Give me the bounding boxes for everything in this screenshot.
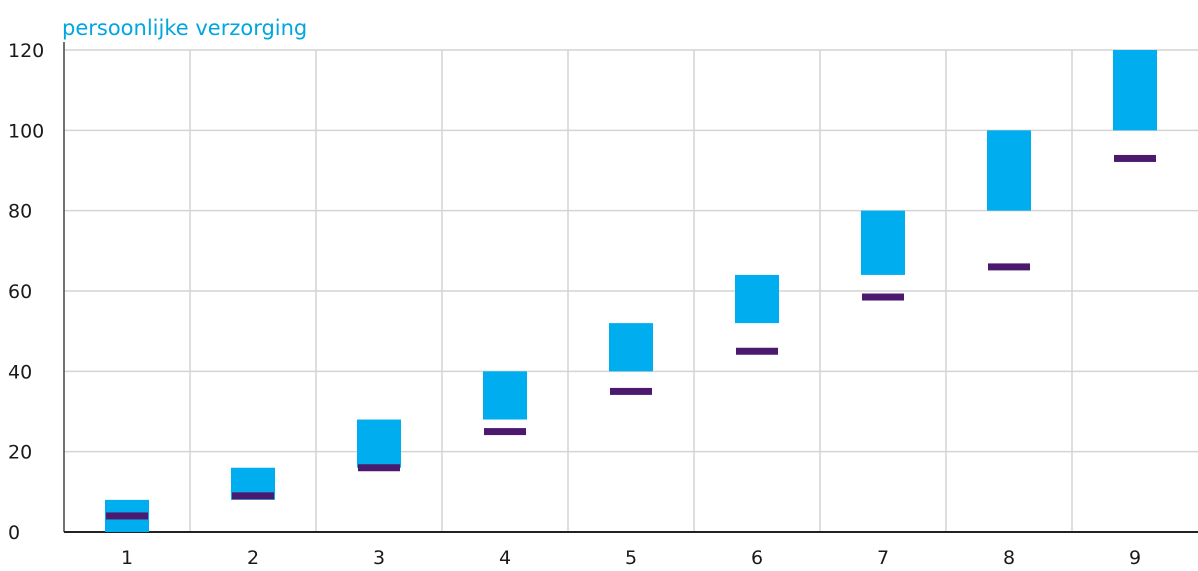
range-bar: [861, 210, 905, 275]
y-tick-label: 0: [8, 522, 20, 544]
marker: [988, 263, 1030, 271]
x-tick-label: 9: [1129, 547, 1141, 569]
marker: [862, 293, 904, 301]
marker: [610, 387, 652, 395]
marker: [106, 512, 148, 520]
y-tick-label: 40: [8, 361, 32, 383]
y-tick-label: 60: [8, 281, 32, 303]
x-tick-labels: 1 2 3 4 5 6 7 8 9: [121, 547, 1141, 569]
grid: [64, 49, 1198, 532]
chart-title: persoonlijke verzorging: [62, 16, 308, 40]
range-bar: [735, 274, 779, 324]
range-bar: [357, 419, 401, 468]
x-tick-label: 6: [751, 547, 763, 569]
x-tick-label: 1: [121, 547, 133, 569]
x-tick-label: 8: [1003, 547, 1015, 569]
x-tick-label: 4: [499, 547, 511, 569]
y-tick-label: 20: [8, 442, 32, 464]
y-tick-label: 80: [8, 201, 32, 223]
y-tick-labels: 0 20 40 60 80 100 120: [8, 40, 44, 544]
x-tick-label: 2: [247, 547, 259, 569]
axes: [63, 42, 1198, 533]
y-tick-label: 120: [8, 40, 44, 62]
x-tick-label: 7: [877, 547, 889, 569]
y-tick-label: 100: [8, 120, 44, 142]
marker: [484, 428, 526, 436]
range-bar: [1113, 50, 1157, 131]
x-tick-label: 3: [373, 547, 385, 569]
range-bar: [483, 371, 527, 420]
marker: [736, 347, 778, 355]
marker: [232, 492, 274, 500]
markers: [106, 154, 1156, 520]
x-tick-label: 5: [625, 547, 637, 569]
range-bar: [987, 130, 1031, 211]
range-bar: [609, 323, 653, 372]
marker: [1114, 154, 1156, 162]
marker: [358, 464, 400, 472]
